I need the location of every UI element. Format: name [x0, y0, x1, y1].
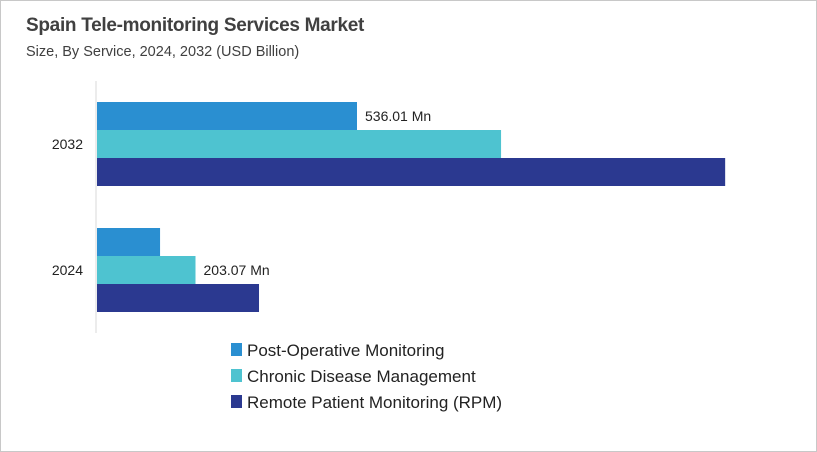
legend-swatch-2 — [231, 395, 242, 408]
category-label-2024: 2024 — [52, 262, 83, 278]
bar-2024-0 — [97, 228, 161, 256]
bar-2032-0 — [97, 102, 357, 130]
chart-subtitle: Size, By Service, 2024, 2032 (USD Billio… — [26, 44, 300, 60]
bar-2032-1 — [97, 130, 502, 158]
legend-swatch-0 — [231, 343, 242, 356]
data-label-2032: 536.01 Mn — [365, 108, 431, 124]
legend-swatch-1 — [231, 369, 242, 382]
legend-label-0: Post-Operative Monitoring — [247, 341, 444, 360]
chart-title: Spain Tele-monitoring Services Market — [26, 15, 365, 36]
bar-2024-1 — [97, 256, 196, 284]
category-label-2032: 2032 — [52, 136, 83, 152]
bar-2032-2 — [97, 158, 726, 186]
data-label-2024: 203.07 Mn — [204, 262, 270, 278]
bar-2024-2 — [97, 284, 260, 312]
legend-label-1: Chronic Disease Management — [247, 367, 476, 386]
legend-label-2: Remote Patient Monitoring (RPM) — [247, 393, 502, 412]
